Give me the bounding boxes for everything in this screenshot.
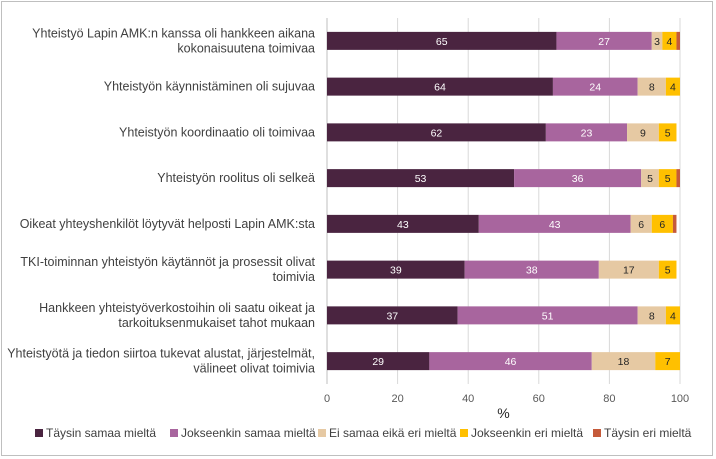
- bar-segment: [429, 352, 592, 371]
- bar-segment: [665, 77, 680, 96]
- x-tick-label: 100: [671, 393, 689, 405]
- data-label: 53: [415, 173, 427, 185]
- bar-segment: [658, 169, 677, 188]
- bar-segment: [327, 306, 458, 325]
- data-label: 23: [581, 127, 593, 139]
- data-label: 5: [665, 173, 671, 185]
- data-label: 17: [623, 265, 635, 277]
- data-label: 8: [649, 310, 655, 322]
- bar-segment: [327, 169, 515, 188]
- data-label: 37: [386, 310, 398, 322]
- data-label: 18: [618, 356, 630, 368]
- bar-segment: [327, 352, 430, 371]
- bar-segment: [327, 260, 465, 279]
- data-label: 6: [638, 219, 644, 231]
- data-label: 29: [372, 356, 384, 368]
- bar-segment: [545, 123, 628, 142]
- bar-segment: [637, 77, 666, 96]
- bar-segment: [598, 260, 659, 279]
- data-label: 9: [640, 127, 646, 139]
- legend-swatch: [593, 429, 601, 437]
- bar-segment: [327, 123, 546, 142]
- bar-segment: [658, 123, 677, 142]
- data-label: 27: [598, 36, 610, 48]
- category-label: Yhteistyön koordinaatio oli toimivaa: [119, 125, 315, 139]
- x-tick-label: 60: [533, 393, 545, 405]
- data-label: 3: [654, 36, 660, 48]
- legend-label: Jokseenkin samaa mieltä: [181, 426, 316, 440]
- x-tick-label: 20: [391, 393, 403, 405]
- category-label: TKI-toiminnan yhteistyön käytännöt ja pr…: [20, 255, 315, 269]
- bar-segment: [651, 31, 663, 50]
- category-label: välineet olivat toimivia: [193, 362, 315, 376]
- legend-label: Täysin samaa mieltä: [46, 426, 156, 440]
- bar-segment: [327, 77, 553, 96]
- category-label: Oikeat yhteyshenkilöt löytyvät helposti …: [20, 217, 315, 231]
- bar-segment: [552, 77, 638, 96]
- data-label: 38: [526, 265, 538, 277]
- data-label: 6: [659, 219, 665, 231]
- bar-segment: [457, 306, 638, 325]
- bar-segment: [651, 214, 673, 233]
- category-label: tarkoituksenmukaiset tahot mukaan: [118, 316, 315, 330]
- data-label: 65: [436, 36, 448, 48]
- data-label: 5: [665, 127, 671, 139]
- bar-segment: [637, 306, 666, 325]
- category-label: Yhteistyötä ja tiedon siirtoa tukevat al…: [7, 347, 315, 361]
- category-label: Yhteistyö Lapin AMK:n kanssa oli hankkee…: [32, 26, 315, 40]
- data-label: 24: [589, 82, 601, 94]
- data-label: 4: [666, 36, 672, 48]
- bar-segment: [627, 123, 659, 142]
- x-tick-label: 80: [603, 393, 615, 405]
- bar-segment: [327, 214, 479, 233]
- bar-segment: [630, 214, 652, 233]
- category-label: Yhteistyön käynnistäminen oli sujuvaa: [104, 80, 315, 94]
- x-tick-label: 0: [324, 393, 330, 405]
- data-label: 5: [647, 173, 653, 185]
- bar-segment: [665, 306, 680, 325]
- bar-segment: [591, 352, 656, 371]
- data-label: 4: [670, 82, 676, 94]
- x-tick-label: 40: [462, 393, 474, 405]
- data-label: 36: [572, 173, 584, 185]
- data-label: 51: [542, 310, 554, 322]
- category-label: Yhteistyön roolitus oli selkeä: [157, 171, 315, 185]
- bar-segment: [478, 214, 631, 233]
- category-label: kokonaisuutena toimivaa: [177, 41, 315, 55]
- legend-swatch: [170, 429, 178, 437]
- legend-swatch: [460, 429, 468, 437]
- legend-label: Ei samaa eikä eri mieltä: [329, 426, 457, 440]
- data-label: 4: [670, 310, 676, 322]
- bar-segment: [662, 31, 677, 50]
- data-label: 5: [665, 265, 671, 277]
- legend-label: Täysin eri mieltä: [604, 426, 692, 440]
- category-label: Hankkeen yhteistyöverkostoihin oli saatu…: [39, 301, 315, 315]
- bar-segment: [556, 31, 652, 50]
- x-axis-title: %: [497, 405, 509, 421]
- bar-segment: [658, 260, 677, 279]
- data-label: 64: [434, 82, 446, 94]
- category-label: toimivia: [273, 270, 315, 284]
- bar-segment: [641, 169, 659, 188]
- bar-segment: [514, 169, 642, 188]
- bar-segment: [672, 214, 677, 233]
- data-label: 43: [397, 219, 409, 231]
- legend-label: Jokseenkin eri mieltä: [471, 426, 583, 440]
- data-label: 62: [431, 127, 443, 139]
- bar-segment: [327, 31, 557, 50]
- data-label: 7: [665, 356, 671, 368]
- data-label: 8: [649, 82, 655, 94]
- bar-segment: [464, 260, 599, 279]
- data-label: 39: [390, 265, 402, 277]
- bar-segment: [676, 31, 680, 50]
- data-label: 46: [505, 356, 517, 368]
- bar-segment: [676, 169, 680, 188]
- legend-swatch: [318, 429, 326, 437]
- data-label: 43: [549, 219, 561, 231]
- legend-swatch: [35, 429, 43, 437]
- bar-segment: [655, 352, 680, 371]
